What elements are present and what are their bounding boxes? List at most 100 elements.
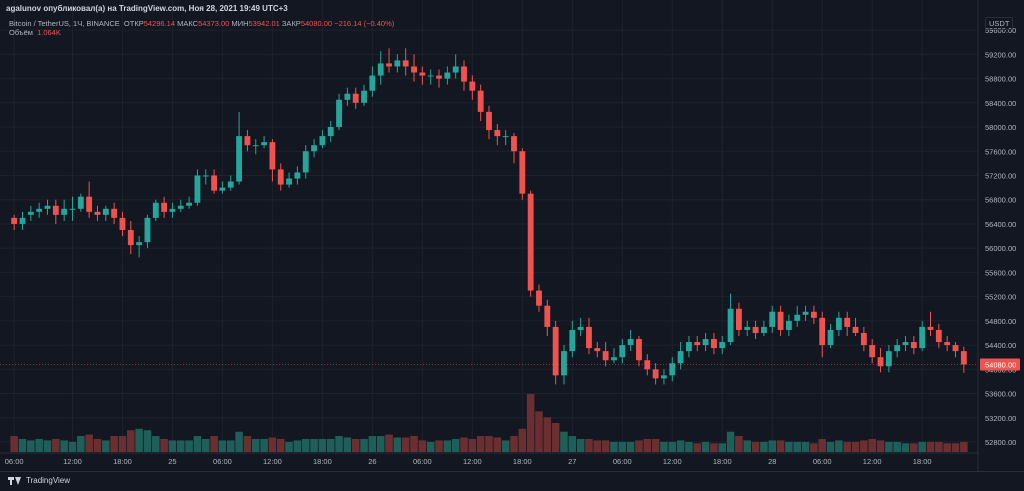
price-tick-label: 55600.00 xyxy=(985,268,1016,277)
candle-body xyxy=(327,127,334,137)
candle-body xyxy=(402,60,409,67)
candle-body xyxy=(835,317,842,330)
candle-body xyxy=(810,311,817,318)
candle-body xyxy=(827,329,834,346)
volume-bar xyxy=(143,430,152,452)
volume-bar xyxy=(635,440,643,452)
volume-bar xyxy=(326,438,335,452)
volume-bar xyxy=(127,430,135,452)
candle-body xyxy=(852,326,859,333)
volume-bar xyxy=(618,441,627,452)
low-value: 53942.01 xyxy=(248,19,280,28)
price-tick-label: 59600.00 xyxy=(985,26,1016,35)
volume-bar xyxy=(485,436,493,452)
candle-body xyxy=(427,75,434,77)
price-tick-label: 56400.00 xyxy=(985,220,1016,229)
volume-bar xyxy=(160,438,168,452)
candle-body xyxy=(885,351,892,367)
candle-body xyxy=(294,172,301,179)
candle-body xyxy=(227,181,234,188)
volume-bar xyxy=(35,438,43,452)
published-caption: agalunov опубликовал(а) на TradingView.c… xyxy=(6,4,288,13)
volume-bar xyxy=(185,440,193,452)
candle-body xyxy=(69,208,76,210)
volume-bar xyxy=(885,441,893,452)
candle-body xyxy=(652,369,659,379)
time-tick-label: 12:00 xyxy=(463,457,482,466)
price-tick-label: 58800.00 xyxy=(985,75,1016,84)
candle-body xyxy=(411,66,417,73)
candle-body xyxy=(19,217,26,224)
candle-body xyxy=(177,205,184,209)
candle-body xyxy=(469,81,476,91)
candle-body xyxy=(586,326,592,349)
candle-body xyxy=(602,351,609,361)
candle-body xyxy=(744,326,751,330)
candle-body xyxy=(802,311,809,315)
volume-bar xyxy=(610,441,618,452)
time-tick-label: 27 xyxy=(568,457,576,466)
volume-bar xyxy=(651,438,660,452)
candle-body xyxy=(927,326,934,330)
brand-name: TradingView xyxy=(26,476,71,485)
candle-body xyxy=(319,136,326,146)
volume-bar xyxy=(118,436,127,452)
candle-body xyxy=(777,311,784,330)
candle-body xyxy=(902,342,909,346)
volume-bar xyxy=(310,438,318,452)
volume-label[interactable]: Объём xyxy=(9,28,33,37)
volume-bar xyxy=(493,437,502,452)
time-axis[interactable]: 06:00 12:00 18:00 25 06:00 12:00 18:00 26 06:00 1… xyxy=(0,452,978,466)
time-tick-label: 12:00 xyxy=(863,457,882,466)
symbol-info: Bitcoin / TetherUS, 1Ч, BINANCE ОТКР5429… xyxy=(9,19,394,28)
price-tick-label: 54400.00 xyxy=(985,341,1016,350)
volume-bar xyxy=(343,437,352,452)
volume-bar xyxy=(27,440,35,452)
volume-bar xyxy=(535,411,543,452)
time-tick-label: 18:00 xyxy=(913,457,932,466)
candle-body xyxy=(960,351,967,365)
candle-body xyxy=(627,339,634,346)
volume-bar xyxy=(851,441,860,452)
volume-bar xyxy=(251,438,260,452)
price-tick-label: 57600.00 xyxy=(985,147,1016,156)
candle-body xyxy=(935,329,942,343)
candle-body xyxy=(77,196,84,209)
candle-body xyxy=(161,202,168,212)
candle-body xyxy=(261,142,267,146)
candle-body xyxy=(252,145,259,147)
candles xyxy=(11,48,967,385)
volume-bar xyxy=(468,438,477,452)
candle-body xyxy=(44,205,51,209)
volume-bar xyxy=(526,394,535,452)
tradingview-brand[interactable]: TradingView xyxy=(8,476,70,485)
volume-bar xyxy=(260,438,268,452)
candle-body xyxy=(27,211,34,215)
candle-body xyxy=(119,217,126,230)
candle-body xyxy=(444,72,451,79)
price-tick-label: 53200.00 xyxy=(985,414,1016,423)
volume-bar xyxy=(276,438,285,452)
candle-body xyxy=(286,178,292,185)
price-tick-label: 58000.00 xyxy=(985,123,1016,132)
volume-bar xyxy=(710,443,718,452)
time-tick-label: 18:00 xyxy=(513,457,532,466)
candle-body xyxy=(694,342,701,346)
volume-bar xyxy=(951,443,960,452)
candle-body xyxy=(819,317,826,346)
volume-bar xyxy=(268,437,277,452)
volume-bar xyxy=(68,441,77,452)
volume-bar xyxy=(601,440,610,452)
currency-badge[interactable]: USDT xyxy=(985,17,1014,30)
candle-body xyxy=(494,130,501,137)
candle-body xyxy=(611,357,617,361)
price-tick-label: 55200.00 xyxy=(985,293,1016,302)
price-axis[interactable]: 59600.00 59200.00 58800.00 58400.00 58000.00… xyxy=(977,0,1024,471)
candle-body xyxy=(769,311,776,327)
volume-bar xyxy=(751,441,760,452)
candle-body xyxy=(594,348,601,352)
time-tick-label: 12:00 xyxy=(63,457,82,466)
symbol-name[interactable]: Bitcoin / TetherUS, 1Ч, BINANCE xyxy=(9,19,120,28)
candle-body xyxy=(794,314,801,321)
